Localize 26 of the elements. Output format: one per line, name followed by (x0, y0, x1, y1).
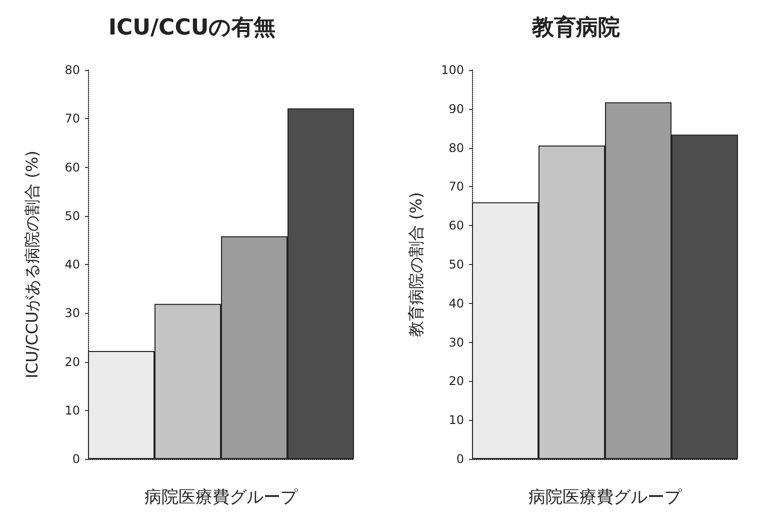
y-axis-title: ICU/CCUがある病院の割合 (%) (22, 150, 42, 378)
y-tick-label: 20 (64, 354, 80, 369)
x-axis-title: 病院医療費グループ (144, 488, 298, 508)
y-tick-label: 60 (64, 160, 80, 174)
y-tick-label: 0 (456, 452, 464, 466)
y-tick-label: 100 (441, 63, 464, 77)
y-tick-label: 60 (448, 218, 464, 233)
x-axis-title: 病院医療費グループ (528, 488, 682, 508)
y-tick-label: 70 (448, 180, 464, 194)
y-tick-label: 10 (64, 403, 80, 418)
y-tick-label: 70 (64, 112, 80, 126)
y-tick-label: 80 (448, 140, 464, 155)
y-tick-label: 30 (64, 306, 80, 320)
y-tick-label: 30 (448, 335, 464, 350)
chart-title: ICU/CCUの有無 (108, 16, 276, 40)
y-tick-label: 20 (448, 374, 464, 388)
y-axis-title: 教育病院の割合 (%) (406, 192, 426, 337)
chart-title: 教育病院 (531, 14, 620, 40)
y-tick-label: 90 (448, 102, 464, 116)
y-tick-label: 40 (448, 296, 464, 310)
y-tick-label: 50 (64, 208, 80, 223)
y-tick-label: 80 (64, 63, 80, 77)
y-tick-label: 10 (448, 413, 464, 428)
y-tick-label: 40 (64, 258, 80, 272)
y-tick-label: 0 (72, 452, 80, 466)
y-tick-label: 50 (448, 258, 464, 272)
